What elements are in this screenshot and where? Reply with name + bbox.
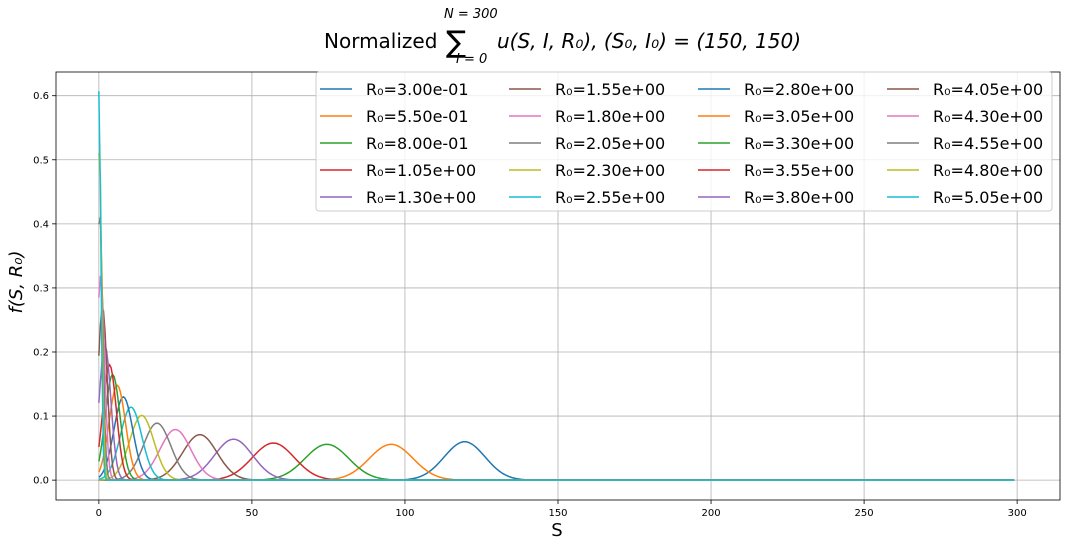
legend-label: R₀=5.50e-01 <box>366 107 469 126</box>
x-axis-label: S <box>551 520 562 541</box>
x-tick-label: 100 <box>395 508 414 519</box>
legend-items: R₀=3.00e-01 R₀=5.50e-01 R₀=8.00e-01 R₀=1.05… <box>320 80 1043 207</box>
legend-label: R₀=2.05e+00 <box>555 134 665 153</box>
y-tick-label: 0.6 <box>33 91 49 102</box>
legend-box <box>315 71 1053 212</box>
series-lines <box>98 91 1015 481</box>
legend-label: R₀=3.30e+00 <box>744 134 854 153</box>
y-tick-label: 0.3 <box>33 283 49 294</box>
legend-label: R₀=3.05e+00 <box>744 107 854 126</box>
plot-area: 0 50 100 150 200 250 300 0.0 0.1 0.2 0.3 0.4 0.5 0.6 <box>33 71 1061 519</box>
y-tick-label: 0.2 <box>33 347 49 358</box>
y-tick-label: 0.4 <box>33 219 49 230</box>
title-sum-upper: N = 300 <box>444 7 498 22</box>
legend: R₀=3.00e-01 R₀=5.50e-01 R₀=8.00e-01 R₀=1.05… <box>315 71 1053 212</box>
x-tick-label: 250 <box>855 508 874 519</box>
x-tick-label: 0 <box>96 508 102 519</box>
y-tick-label: 0.1 <box>33 412 49 423</box>
legend-label: R₀=1.55e+00 <box>555 80 665 99</box>
series-line-20 <box>98 91 1015 481</box>
y-axis-ticks: 0.0 0.1 0.2 0.3 0.4 0.5 0.6 <box>33 91 56 487</box>
x-axis-ticks: 0 50 100 150 200 250 300 <box>96 500 1027 519</box>
x-tick-label: 50 <box>246 508 259 519</box>
x-tick-label: 150 <box>548 508 567 519</box>
legend-label: R₀=4.55e+00 <box>933 134 1043 153</box>
legend-label: R₀=1.80e+00 <box>555 107 665 126</box>
legend-label: R₀=4.30e+00 <box>933 107 1043 126</box>
legend-label: R₀=3.55e+00 <box>744 161 854 180</box>
legend-label: R₀=2.55e+00 <box>555 188 665 207</box>
legend-label: R₀=1.05e+00 <box>366 161 476 180</box>
legend-label: R₀=5.05e+00 <box>933 188 1043 207</box>
y-tick-label: 0.5 <box>33 155 49 166</box>
x-tick-label: 200 <box>702 508 721 519</box>
y-axis-label: f(S, R₀) <box>6 251 27 314</box>
legend-label: R₀=4.80e+00 <box>933 161 1043 180</box>
title-sum-symbol: ∑ <box>446 25 466 60</box>
title-sum-lower: I = 0 <box>456 52 487 67</box>
title-expression: u(S, I, R₀), (S₀, I₀) = (150, 150) <box>497 29 801 53</box>
legend-label: R₀=2.30e+00 <box>555 161 665 180</box>
legend-label: R₀=2.80e+00 <box>744 80 854 99</box>
legend-label: R₀=4.05e+00 <box>933 80 1043 99</box>
chart-title: Normalized N = 300 ∑ I = 0 u(S, I, R₀), … <box>324 7 801 67</box>
legend-label: R₀=1.30e+00 <box>366 188 476 207</box>
x-tick-label: 300 <box>1008 508 1027 519</box>
title-prefix: Normalized <box>324 29 437 53</box>
legend-label: R₀=8.00e-01 <box>366 134 469 153</box>
y-tick-label: 0.0 <box>33 476 49 487</box>
legend-label: R₀=3.00e-01 <box>366 80 469 99</box>
legend-label: R₀=3.80e+00 <box>744 188 854 207</box>
